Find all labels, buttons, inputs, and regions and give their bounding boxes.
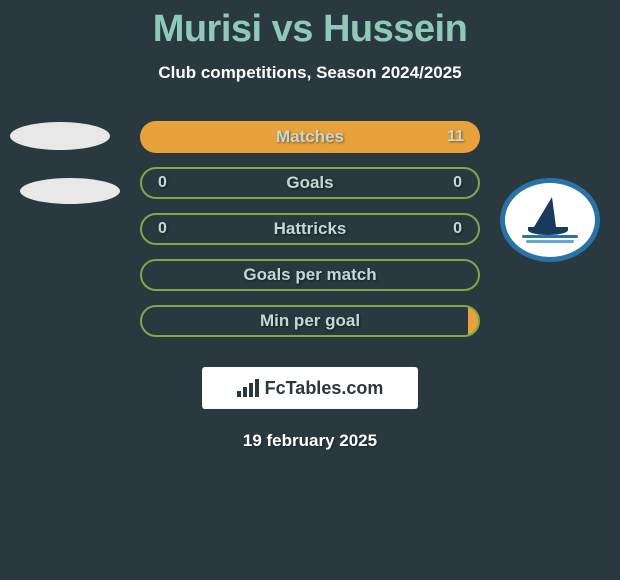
stat-right-matches: 11 — [447, 128, 464, 146]
boat-hull-icon — [528, 227, 568, 235]
brand-bar-3 — [249, 383, 253, 397]
player-left-badge-1 — [10, 122, 110, 150]
boat-sail-icon — [534, 197, 556, 227]
brand-bar-4 — [255, 379, 259, 397]
club-badge-right — [500, 178, 600, 262]
stat-left-hattricks: 0 — [158, 220, 167, 238]
wave-icon-2 — [526, 240, 574, 243]
brand-bar-1 — [237, 391, 241, 397]
brand-bar-2 — [243, 387, 247, 397]
stat-label-mpg: Min per goal — [260, 311, 360, 331]
brand-box[interactable]: FcTables.com — [202, 367, 418, 409]
brand-chart-icon — [237, 379, 259, 397]
stat-row-hattricks: 0 Hattricks 0 — [140, 213, 480, 245]
page-title: Murisi vs Hussein — [153, 8, 468, 51]
stat-right-hattricks: 0 — [453, 220, 462, 238]
stat-label-hattricks: Hattricks — [274, 219, 347, 239]
stat-row-goalspermatch: Goals per match — [140, 259, 480, 291]
stat-label-goals: Goals — [286, 173, 333, 193]
stat-label-gpm: Goals per match — [243, 265, 376, 285]
stat-left-goals: 0 — [158, 174, 167, 192]
stat-row-minpergoal: Min per goal — [140, 305, 480, 337]
brand-text: FcTables.com — [265, 378, 384, 399]
stat-label-matches: Matches — [276, 127, 344, 147]
wave-icon-1 — [522, 235, 578, 238]
club-badge-inner — [520, 195, 580, 245]
page-subtitle: Club competitions, Season 2024/2025 — [158, 63, 461, 83]
date-text: 19 february 2025 — [243, 431, 377, 451]
player-left-badge-2 — [20, 178, 120, 204]
stat-right-goals: 0 — [453, 174, 462, 192]
stat-row-goals: 0 Goals 0 — [140, 167, 480, 199]
stat-row-matches: Matches 11 — [140, 121, 480, 153]
